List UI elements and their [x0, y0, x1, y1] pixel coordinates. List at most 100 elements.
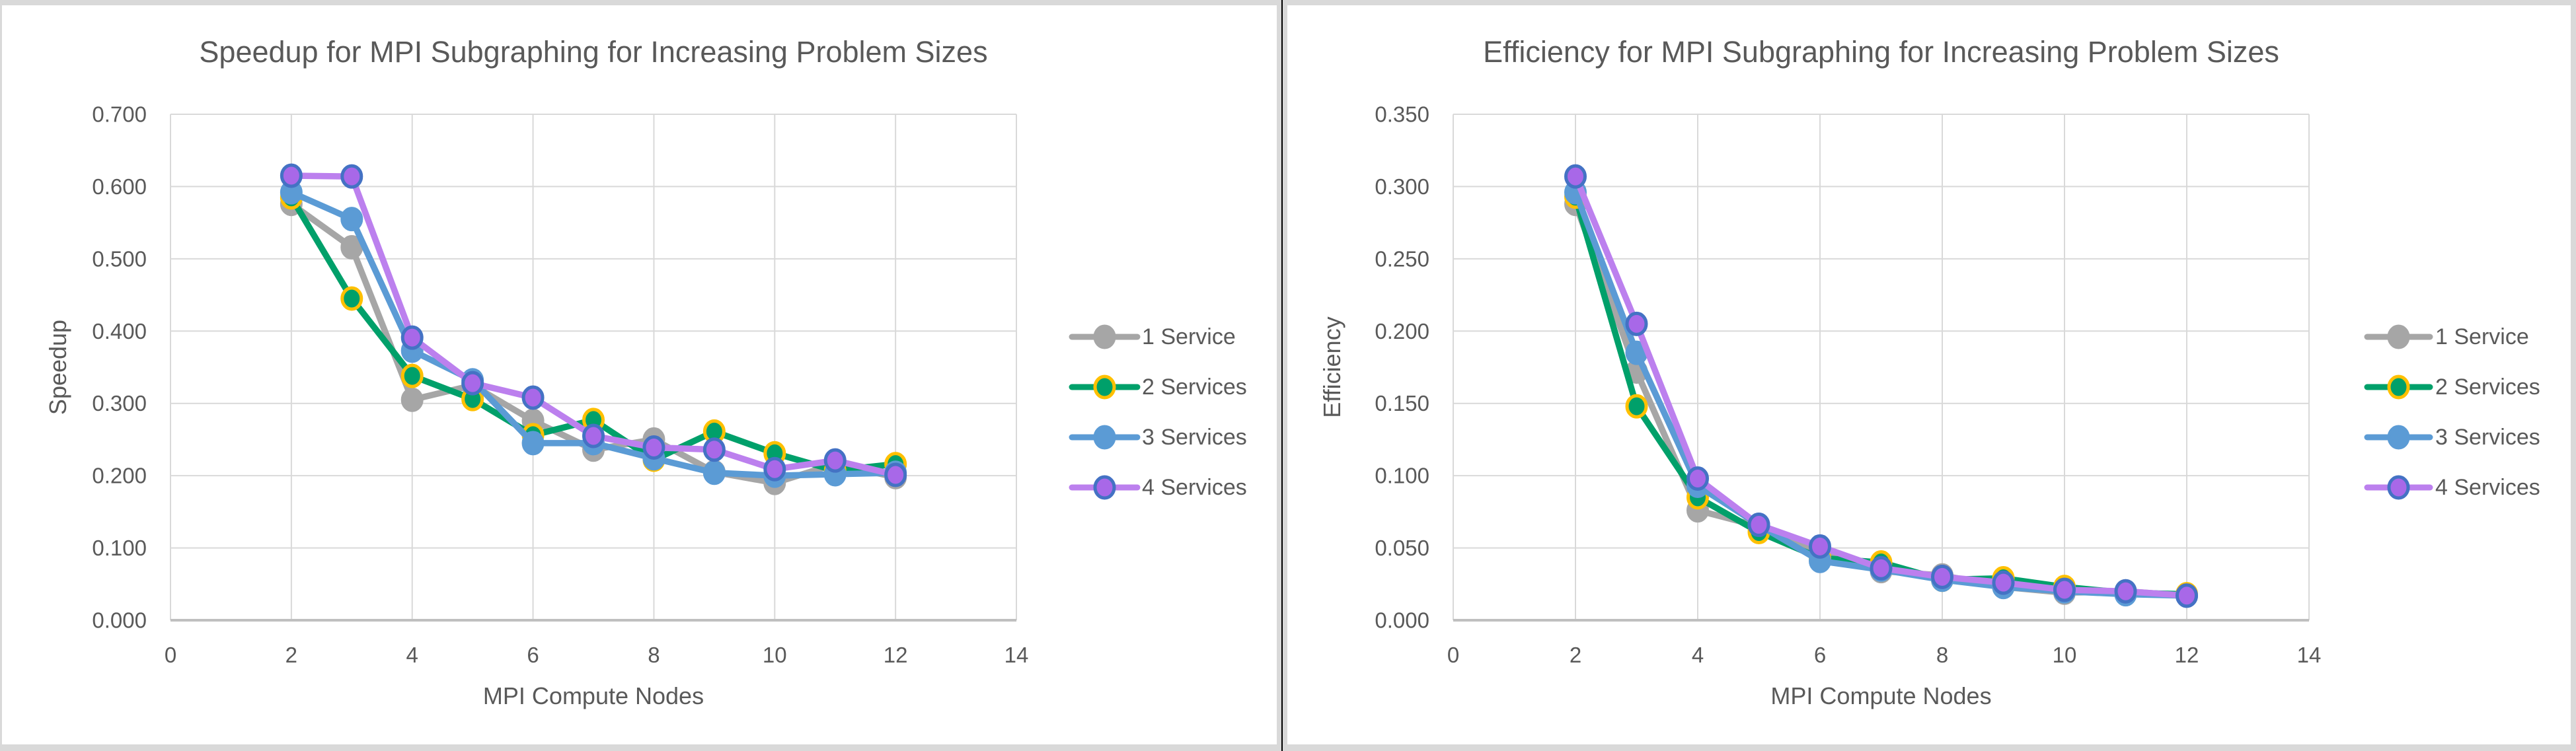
frame-bottom-border: [0, 744, 2576, 751]
marker-4-services-x12: [884, 462, 907, 487]
marker-3-services-x6: [521, 431, 545, 456]
marker-4-services-x10: [2053, 577, 2076, 602]
frame-left-border: [0, 0, 2, 751]
x-tick-label: 10: [763, 643, 787, 667]
marker-4-services-x3: [1625, 311, 1648, 336]
marker-4-services-x12: [2176, 583, 2198, 608]
marker-4-services-x5: [461, 371, 484, 396]
marker-4-services-x8: [1931, 564, 1953, 589]
legend-item-4-services: 4 Services: [1069, 475, 1247, 500]
legend-marker: [1093, 375, 1116, 400]
y-tick-label: 0.700: [92, 102, 147, 127]
marker-4-services-x6: [521, 385, 545, 410]
legend-marker: [2387, 475, 2410, 500]
frame-right-border: [2571, 0, 2576, 751]
legend-item-2-services: 2 Services: [1069, 375, 1247, 400]
legend-label: 1 Service: [1142, 324, 1236, 349]
legend-label: 4 Services: [1142, 475, 1247, 500]
legend-item-4-services: 4 Services: [2364, 475, 2540, 500]
legend-item-1-service: 1 Service: [1069, 324, 1236, 349]
marker-2-services-x3: [1625, 394, 1648, 419]
x-tick-label: 8: [648, 643, 660, 667]
y-tick-label: 0.600: [92, 174, 147, 199]
legend-label: 2 Services: [1142, 375, 1247, 400]
marker-4-services-x7: [582, 423, 605, 448]
legend-marker: [2387, 324, 2410, 349]
series-line-4-services: [1572, 173, 2190, 599]
y-tick-label: 0.300: [92, 391, 147, 415]
x-tick-label: 14: [2297, 643, 2322, 667]
legend-item-2-services: 2 Services: [2364, 375, 2540, 400]
x-axis-title: MPI Compute Nodes: [483, 682, 704, 709]
y-tick-label: 0.200: [92, 464, 147, 488]
legend-marker: [1093, 475, 1116, 500]
marker-2-services-x3: [340, 286, 363, 311]
legend-marker: [2387, 425, 2410, 450]
legend-label: 2 Services: [2435, 375, 2540, 400]
y-tick-label: 0.000: [1375, 608, 1429, 633]
panel-divider-line: [1281, 0, 1283, 751]
marker-2-services-x4: [400, 363, 424, 388]
marker-1-service-x4: [400, 387, 424, 412]
marker-4-services-x3: [340, 164, 363, 189]
marker-4-services-x2: [280, 163, 303, 188]
y-tick-label: 0.400: [92, 319, 147, 343]
speedup-chart-panel: 0.000 0.100 0.200 0.300 0.400 0.500 0.600 0.700…: [5, 5, 1277, 743]
chart-title: Efficiency for MPI Subgraphing for Incre…: [1483, 35, 2279, 69]
legend-item-3-services: 3 Services: [1069, 425, 1247, 450]
x-tick-label: 0: [1447, 643, 1459, 667]
x-tick-label: 8: [1936, 643, 1948, 667]
legend-item-1-service: 1 Service: [2364, 324, 2529, 349]
legend-marker: [2387, 375, 2410, 400]
y-tick-label: 0.050: [1375, 536, 1429, 560]
marker-4-services-x9: [1992, 570, 2015, 595]
y-tick-label: 0.200: [1375, 319, 1429, 343]
y-tick-label: 0.000: [92, 608, 147, 633]
speedup-chart: 0.000 0.100 0.200 0.300 0.400 0.500 0.600 0.700…: [44, 35, 1247, 709]
marker-4-services-x7: [1870, 555, 1893, 581]
x-tick-label: 6: [1814, 643, 1826, 667]
marker-4-services-x4: [1686, 466, 1709, 491]
legend-item-3-services: 3 Services: [2364, 425, 2540, 450]
legend-label: 4 Services: [2435, 475, 2540, 500]
x-tick-label: 2: [285, 643, 297, 667]
marker-4-services-x5: [1747, 513, 1770, 538]
marker-4-services-x2: [1564, 164, 1587, 189]
x-tick-label: 14: [1004, 643, 1029, 667]
x-tick-label: 12: [2175, 643, 2199, 667]
legend-label: 3 Services: [2435, 425, 2540, 450]
legend-marker: [1093, 425, 1116, 450]
marker-4-services-x11: [2114, 579, 2137, 604]
marker-4-services-x9: [702, 437, 726, 462]
y-axis-title: Efficiency: [1318, 316, 1345, 417]
legend-marker: [1093, 324, 1116, 349]
frame-top-border: [0, 0, 2576, 5]
marker-4-services-x4: [400, 325, 424, 350]
x-tick-label: 12: [884, 643, 908, 667]
y-tick-label: 0.100: [92, 536, 147, 560]
marker-3-services-x9: [702, 460, 726, 485]
x-tick-label: 4: [1692, 643, 1704, 667]
x-axis-title: MPI Compute Nodes: [1770, 682, 1991, 709]
x-tick-label: 2: [1570, 643, 1581, 667]
marker-4-services-x10: [763, 456, 786, 482]
y-tick-label: 0.250: [1375, 246, 1429, 271]
x-tick-label: 4: [406, 643, 418, 667]
marker-4-services-x11: [823, 448, 847, 473]
y-tick-label: 0.500: [92, 246, 147, 271]
legend-label: 1 Service: [2435, 324, 2529, 349]
marker-3-services-x3: [340, 207, 363, 232]
y-tick-label: 0.150: [1375, 391, 1429, 415]
y-axis-title: Speedup: [44, 320, 71, 415]
marker-4-services-x8: [642, 435, 665, 460]
efficiency-chart-panel: 0.000 0.050 0.100 0.150 0.200 0.250 0.300 0.350…: [1287, 5, 2571, 743]
y-tick-label: 0.100: [1375, 464, 1429, 488]
chart-title: Speedup for MPI Subgraphing for Increasi…: [199, 35, 987, 69]
y-tick-label: 0.300: [1375, 174, 1429, 199]
efficiency-chart: 0.000 0.050 0.100 0.150 0.200 0.250 0.300 0.350…: [1318, 35, 2540, 709]
legend-label: 3 Services: [1142, 425, 1247, 450]
x-tick-label: 0: [165, 643, 176, 667]
y-tick-label: 0.350: [1375, 102, 1429, 127]
x-tick-label: 10: [2053, 643, 2077, 667]
